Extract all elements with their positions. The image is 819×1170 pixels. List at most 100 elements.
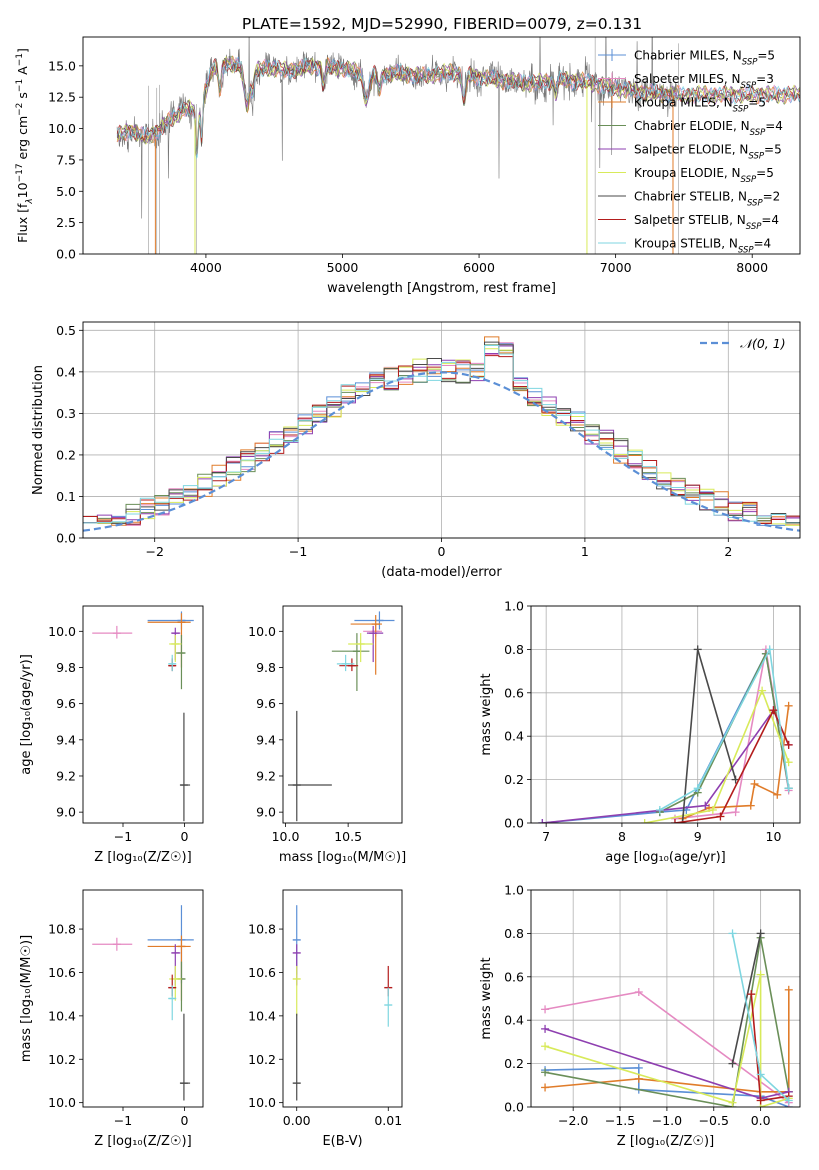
legend-label: Salpeter MILES, NSSP=3: [634, 72, 774, 91]
series-line-kroupa_elodie: [644, 688, 790, 823]
y-axis-label-part: −2: [15, 103, 25, 116]
legend-label-sub: SSP: [741, 81, 757, 91]
y-tick-label: 2.5: [56, 215, 76, 230]
x-tick-label: 1: [581, 544, 589, 559]
errorbar-chabrier_stelib: [288, 710, 332, 822]
y-tick-label: 10.2: [48, 1052, 76, 1067]
age-vs-z-axes: −1 0 9.0 9.2 9.4 9.6 9.8 10.0 Z [log₁₀(Z/Z☉)] age…: [19, 624, 192, 865]
mass-weight-vs-age-series: [538, 645, 793, 823]
mass-vs-ebv-frame: [282, 889, 403, 1108]
y-tick-label: 5.0: [56, 184, 76, 199]
x-tick-label: 0.01: [374, 1113, 402, 1128]
spectrum-model-kroupa_stelib: [116, 57, 800, 160]
y-axis-label-part: −1: [15, 79, 25, 92]
age-vs-mass-axes: 10.0 10.5 9.0 9.2 9.4 9.6 9.8 10.0 mass [log₁₀(M…: [248, 624, 406, 865]
y-tick-label: 0.4: [504, 1013, 524, 1028]
x-tick-label: 4000: [190, 260, 222, 275]
y-tick-label: 9.2: [56, 768, 76, 783]
y-tick-label: 0.1: [56, 489, 76, 504]
errorbar-chabrier_stelib: [179, 1013, 191, 1101]
x-tick-label: 0: [181, 829, 189, 844]
x-tick-label: 2: [724, 544, 732, 559]
series-line-salpeter_stelib: [750, 994, 789, 1102]
x-axis-label: Z [log₁₀(Z/Z☉)]: [617, 1134, 714, 1149]
x-tick-label: 0.00: [283, 1113, 311, 1128]
x-tick-label: 0.0: [751, 1113, 771, 1128]
x-tick-label: 10: [766, 829, 782, 844]
legend-label: Kroupa MILES, NSSP=5: [634, 96, 766, 115]
errorbar-salpeter_miles: [92, 937, 133, 951]
age-vs-z-frame: [82, 605, 204, 824]
y-tick-label: 10.4: [48, 1008, 76, 1023]
errorbar-kroupa_miles: [147, 613, 191, 668]
x-tick-label: 10.5: [334, 829, 362, 844]
x-tick-label: −1: [114, 829, 132, 844]
y-tick-label: 0.2: [504, 772, 524, 787]
errorbar-salpeter_miles: [92, 625, 133, 639]
errorbar-chabrier_stelib: [292, 1013, 301, 1101]
y-tick-label: 10.6: [248, 965, 276, 980]
legend-label: Kroupa STELIB, NSSP=4: [634, 237, 771, 256]
legend-label-sub: SSP: [738, 246, 754, 256]
residual-legend: 𝒩(0, 1): [700, 336, 786, 351]
y-tick-label: 1.0: [504, 883, 524, 898]
age-vs-mass-points: [288, 611, 395, 822]
x-axis-label: Z [log₁₀(Z/Z☉)]: [94, 850, 191, 865]
y-tick-label: 10.0: [48, 624, 76, 639]
errorbar-chabrier_stelib: [179, 712, 191, 822]
x-axis-label: wavelength [Angstrom, rest frame]: [327, 281, 556, 296]
errorbar-kroupa_miles: [147, 935, 191, 1001]
y-tick-label: 0.4: [56, 364, 76, 379]
legend-label-name: Chabrier ELODIE, N: [634, 119, 750, 133]
y-tick-label: 9.2: [256, 768, 276, 783]
y-tick-label: 0.4: [504, 729, 524, 744]
y-axis-label: mass [log₁₀(M/M☉)]: [19, 935, 34, 1062]
legend-label-sub: SSP: [746, 222, 762, 232]
errorbar-kroupa_stelib: [384, 987, 393, 1027]
y-tick-label: 9.0: [56, 805, 76, 820]
errorbar-kroupa_stelib: [168, 654, 177, 672]
legend-label: Salpeter ELODIE, NSSP=5: [634, 143, 782, 162]
legend-label-sub: SSP: [747, 199, 763, 209]
mass-weight-vs-z-frame: [530, 889, 801, 1108]
y-tick-label: 0.6: [504, 685, 524, 700]
errorbar-chabrier_elodie: [331, 633, 370, 691]
y-axis-label-part: A: [15, 66, 30, 79]
y-tick-label: 7.5: [56, 152, 76, 167]
legend-label-suffix: =4: [754, 237, 772, 251]
legend-label-name: Kroupa MILES, N: [634, 96, 733, 110]
y-axis-label: mass weight: [479, 673, 494, 755]
x-axis-label: mass [log₁₀(M/M☉)]: [279, 850, 406, 865]
spectrum-model-kroupa_miles: [116, 55, 800, 147]
legend-label-name: Salpeter STELIB, N: [634, 213, 746, 227]
series-line-chabrier_elodie: [544, 937, 790, 1107]
x-tick-label: 8000: [736, 260, 768, 275]
y-tick-label: 10.8: [48, 922, 76, 937]
legend-label-sub: SSP: [741, 175, 757, 185]
x-axis-label: (data-model)/error: [381, 565, 502, 580]
legend-label-suffix: =5: [757, 49, 775, 63]
y-tick-label: 10.6: [48, 965, 76, 980]
legend-label-suffix: =4: [765, 119, 783, 133]
y-tick-label: 1.0: [504, 599, 524, 614]
normal-legend-label: 𝒩(0, 1): [740, 336, 786, 351]
y-tick-label: 10.0: [248, 1095, 276, 1110]
x-tick-label: 6000: [463, 260, 495, 275]
y-axis-label-part: 10: [15, 182, 30, 198]
legend-label-suffix: =5: [756, 166, 774, 180]
x-tick-label: −2.0: [558, 1113, 588, 1128]
mass-vs-z-axes: −1 0 10.0 10.2 10.4 10.6 10.8 Z [log₁₀(Z/Z☉)] ma…: [19, 922, 192, 1149]
legend-label-name: Salpeter MILES, N: [634, 72, 741, 86]
y-tick-label: 9.8: [256, 660, 276, 675]
residuals-axes: −2 −1 0 1 2 0.0 0.1 0.2 0.3 0.4 0.5 (data-model)/er…: [31, 322, 800, 580]
y-tick-label: 0.6: [504, 969, 524, 984]
y-tick-label: 0.8: [504, 642, 524, 657]
legend-label-name: Kroupa STELIB, N: [634, 237, 738, 251]
mass-vs-z-points: [92, 905, 194, 1101]
series-line-kroupa_stelib: [659, 646, 790, 811]
y-tick-label: 10.0: [48, 1095, 76, 1110]
y-tick-label: 15.0: [48, 58, 76, 73]
x-tick-label: 10.0: [272, 829, 300, 844]
spectrum-model-chabrier_stelib: [116, 57, 800, 152]
